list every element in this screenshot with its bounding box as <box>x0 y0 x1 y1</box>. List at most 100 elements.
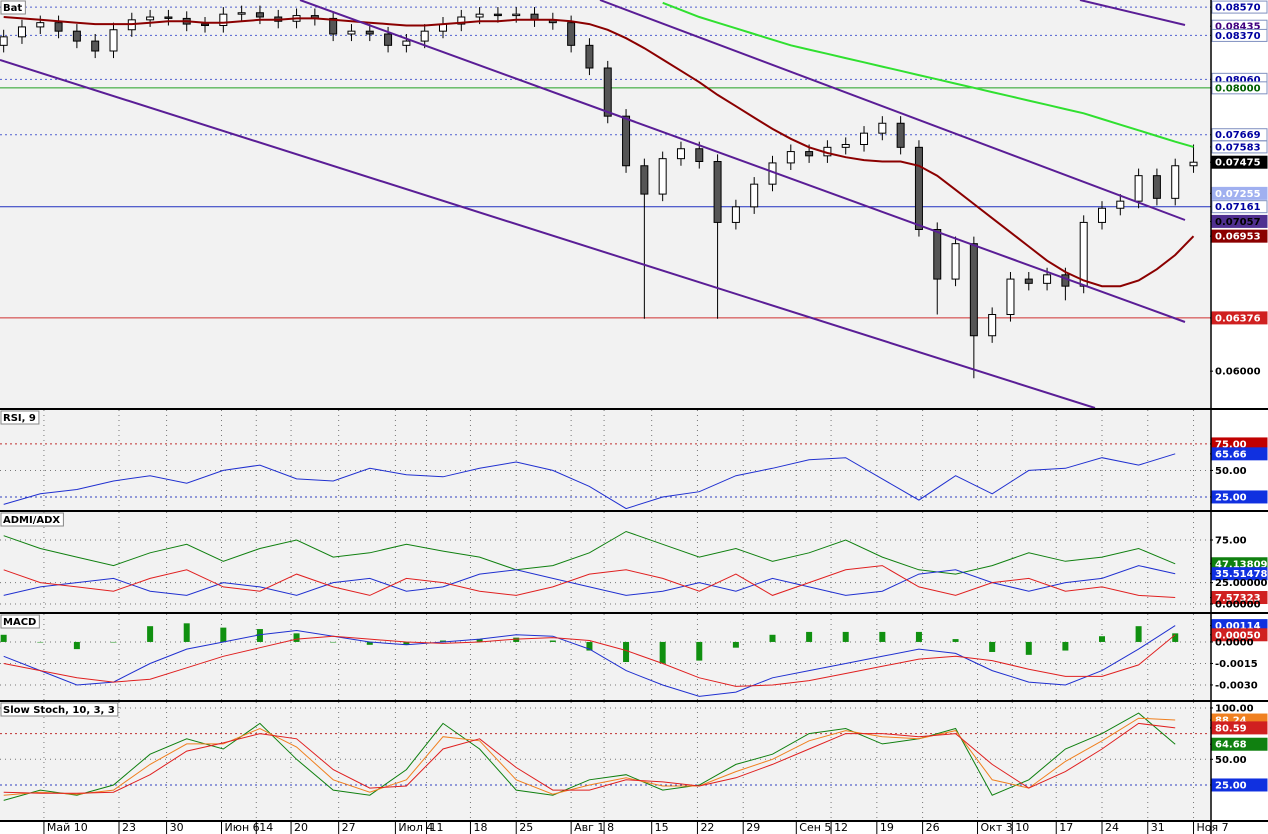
y-tick-label: 50.00 <box>1215 755 1247 766</box>
x-tick-label: Авг 1 <box>574 821 604 834</box>
candle-body <box>786 151 795 164</box>
candle-body <box>146 16 155 21</box>
panel-title: MACD <box>3 617 36 628</box>
candle-body <box>237 12 246 15</box>
y-tick-label: 25.00 <box>1215 780 1247 791</box>
histogram-bar <box>220 627 227 642</box>
panel <box>0 410 1210 510</box>
candle-body <box>1079 221 1088 287</box>
histogram-bar <box>183 623 190 642</box>
y-tick-box <box>1211 200 1268 214</box>
candle-body <box>255 12 264 18</box>
candle-body <box>603 67 612 117</box>
y-tick-label: 7.57323 <box>1215 593 1261 604</box>
x-tick-label: 27 <box>342 821 356 834</box>
x-tick-label: 26 <box>926 821 940 834</box>
x-tick-label: 12 <box>834 821 848 834</box>
panel-title-box <box>0 0 26 15</box>
y-tick-label: 25.00000 <box>1215 578 1268 589</box>
x-tick-label: 11 <box>430 821 444 834</box>
candle-body <box>1152 175 1161 199</box>
histogram-bar <box>110 641 117 643</box>
x-tick-label: 15 <box>655 821 669 834</box>
candle-body <box>402 40 411 46</box>
candle-body <box>365 30 374 35</box>
x-tick-label: Июл 4 <box>398 821 433 834</box>
candle-body <box>457 16 466 25</box>
y-tick-label: 0.08060 <box>1215 75 1261 86</box>
series-line <box>3 453 1176 510</box>
histogram-bar <box>586 641 593 651</box>
candle-body <box>1189 161 1198 167</box>
candle-body <box>1134 175 1143 202</box>
y-tick-box <box>1211 628 1268 642</box>
x-tick-label: 10 <box>1015 821 1029 834</box>
candle-body <box>54 22 63 32</box>
panel <box>0 0 1210 408</box>
y-tick-label: 80.59 <box>1215 723 1247 734</box>
histogram-bar <box>989 641 996 652</box>
candle-body <box>17 26 26 38</box>
candle-body <box>1116 200 1125 209</box>
histogram-bar <box>73 641 80 650</box>
y-tick-label: -0.0015 <box>1215 659 1258 670</box>
histogram-bar <box>732 641 739 648</box>
x-tick-label: 29 <box>746 821 760 834</box>
x-tick-label: 17 <box>1059 821 1073 834</box>
series-line <box>3 717 1176 796</box>
panel-background <box>0 0 1210 408</box>
panel-title-box <box>0 702 119 717</box>
series-line <box>3 712 1176 801</box>
x-tick-label: 30 <box>170 821 184 834</box>
panel-title-box <box>0 512 64 527</box>
channel-line <box>599 0 1186 221</box>
y-tick-label: 0.06953 <box>1215 232 1261 243</box>
histogram-bar <box>549 640 556 642</box>
x-tick-label: 24 <box>1105 821 1119 834</box>
panel-title: Bat <box>3 3 22 14</box>
histogram-bar <box>293 633 300 642</box>
candle-body <box>567 22 576 46</box>
y-tick-label: 75.00 <box>1215 535 1247 546</box>
panel-title-box <box>0 410 40 425</box>
y-tick-label: 0.08370 <box>1215 31 1261 42</box>
candle-body <box>988 314 997 337</box>
y-tick-box <box>1211 447 1268 461</box>
candle-body <box>72 30 81 42</box>
histogram-bar <box>623 641 630 663</box>
candle-body <box>1006 278 1015 316</box>
histogram-bar <box>513 637 520 642</box>
panel <box>0 702 1210 820</box>
candle-body <box>969 243 978 337</box>
y-tick-box <box>1211 155 1268 169</box>
candle-body <box>731 206 740 223</box>
candle-body <box>640 165 649 195</box>
x-tick-label: 14 <box>259 821 273 834</box>
y-tick-box <box>1211 214 1268 228</box>
candle-body <box>676 148 685 160</box>
y-tick-label: 64.68 <box>1215 740 1247 751</box>
histogram-bar <box>1062 641 1069 651</box>
candle-body <box>695 148 704 162</box>
channel-line <box>299 0 1186 323</box>
histogram-bar <box>476 639 483 642</box>
y-tick-box <box>1211 721 1268 735</box>
y-tick-box <box>1211 28 1268 42</box>
candle-body <box>896 122 905 148</box>
y-tick-label: -0.0030 <box>1215 680 1258 691</box>
panel-title: ADMI/ADX <box>3 515 60 526</box>
candle-body <box>329 17 338 35</box>
y-tick-box <box>1211 140 1268 154</box>
y-tick-label: 0.08000 <box>1215 83 1261 94</box>
y-tick-box <box>1211 567 1268 581</box>
y-tick-label: 0.00000 <box>1215 599 1261 610</box>
candle-body <box>164 16 173 19</box>
candle-body <box>512 13 521 17</box>
candle-body <box>384 33 393 46</box>
candle-body <box>91 40 100 52</box>
y-tick-box <box>1211 490 1268 504</box>
panel-background <box>0 614 1210 700</box>
y-tick-label: 0.07255 <box>1215 189 1261 200</box>
x-tick-label: 19 <box>880 821 894 834</box>
